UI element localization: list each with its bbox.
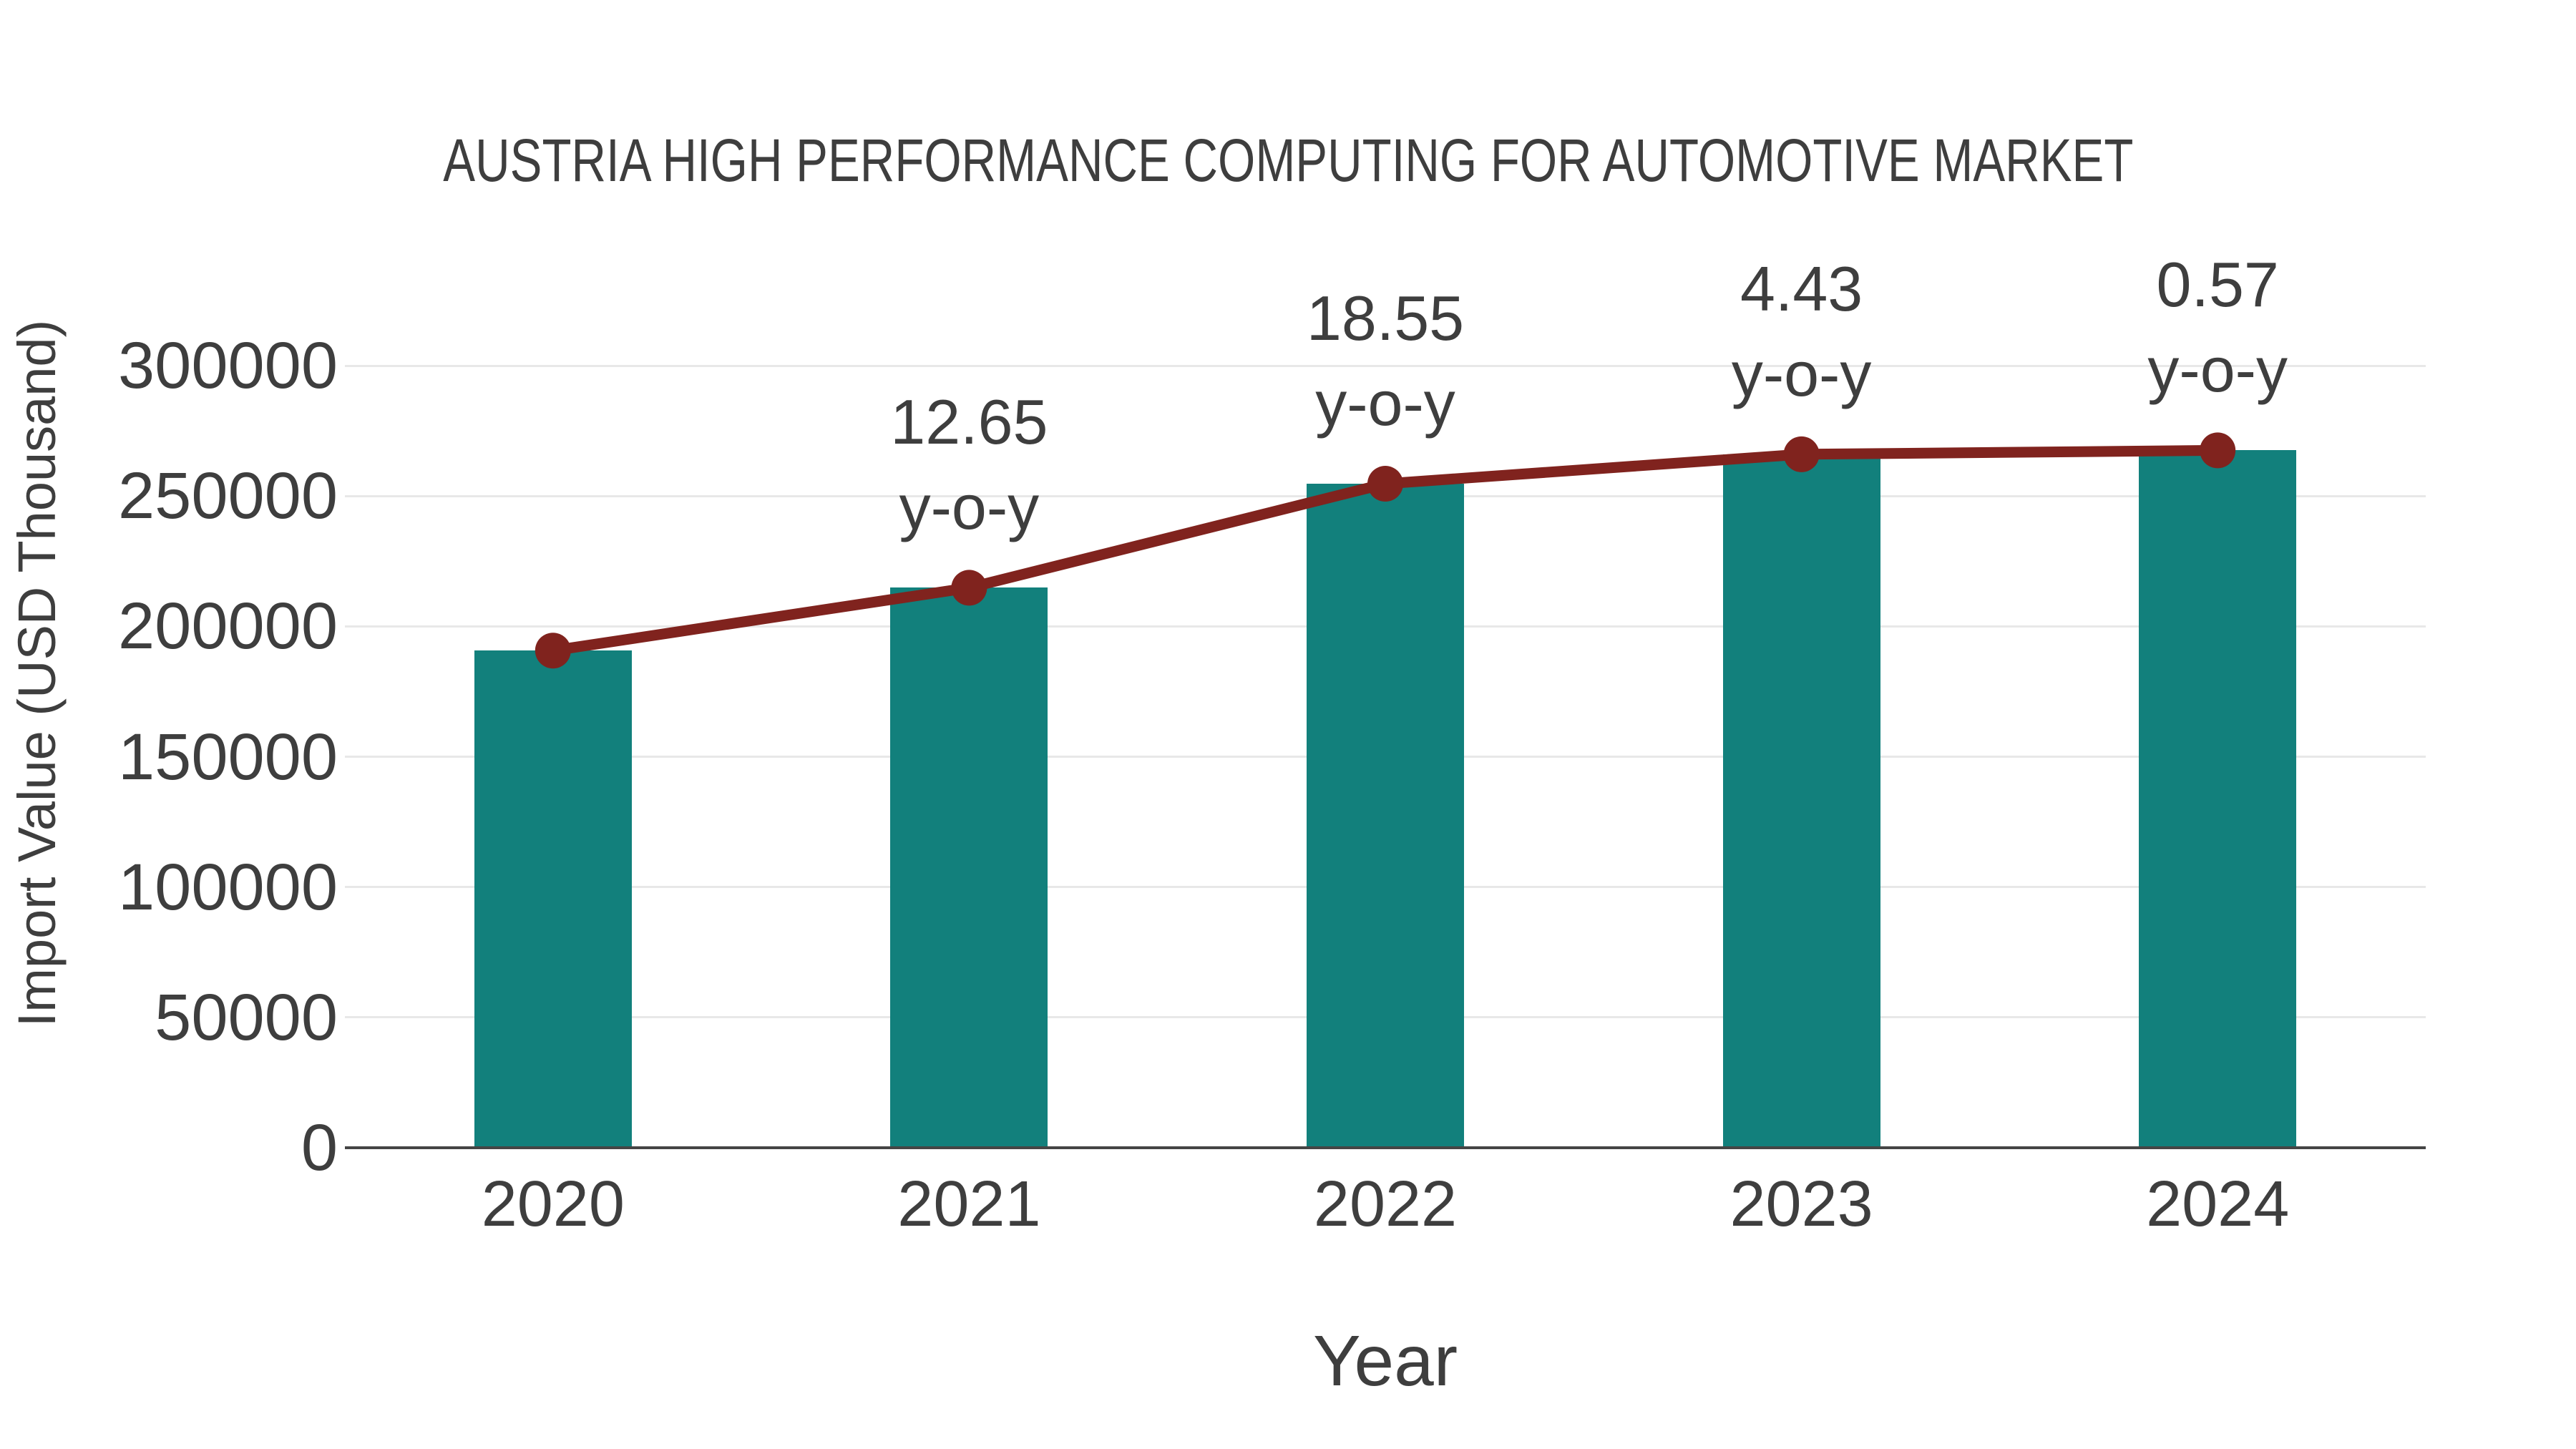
bar-2023 [1722, 454, 1880, 1148]
annotation-value-2022: 18.55 [1306, 283, 1465, 354]
y-tick-label: 100000 [118, 850, 338, 924]
x-tick-label-2022: 2022 [1313, 1169, 1458, 1240]
chart-title: AUSTRIA HIGH PERFORMANCE COMPUTING FOR A… [0, 130, 2576, 190]
bar-2021 [890, 587, 1048, 1148]
chart-title-text: AUSTRIA HIGH PERFORMANCE COMPUTING FOR A… [442, 127, 2134, 194]
y-tick-label: 150000 [118, 720, 338, 794]
y-tick-label: 200000 [118, 590, 338, 663]
bar-2022 [1307, 484, 1464, 1148]
annotation-suffix-2021: y-o-y [899, 472, 1040, 543]
x-axis-title: Year [1312, 1321, 1458, 1401]
gridline [345, 364, 2426, 367]
annotation-value-2021: 12.65 [890, 386, 1048, 458]
bar-2024 [2139, 450, 2297, 1148]
annotation-suffix-2023: y-o-y [1731, 338, 1872, 409]
x-tick-label-2020: 2020 [481, 1169, 625, 1240]
y-tick-label: 250000 [118, 459, 338, 533]
bar-2020 [474, 650, 632, 1148]
x-tick-label-2023: 2023 [1729, 1169, 1873, 1240]
annotation-value-2024: 0.57 [2156, 249, 2279, 321]
annotation-suffix-2024: y-o-y [2147, 334, 2288, 406]
annotation-value-2023: 4.43 [1740, 253, 1863, 324]
x-tick-label-2024: 2024 [2146, 1169, 2290, 1240]
annotation-suffix-2022: y-o-y [1315, 368, 1455, 439]
y-axis-title: Import Value (USD Thousand) [7, 319, 67, 1028]
y-tick-label: 300000 [118, 329, 338, 402]
x-axis-line [345, 1146, 2426, 1149]
x-tick-label-2021: 2021 [897, 1169, 1041, 1240]
y-tick-label: 0 [301, 1111, 338, 1184]
y-tick-label: 50000 [155, 980, 338, 1054]
